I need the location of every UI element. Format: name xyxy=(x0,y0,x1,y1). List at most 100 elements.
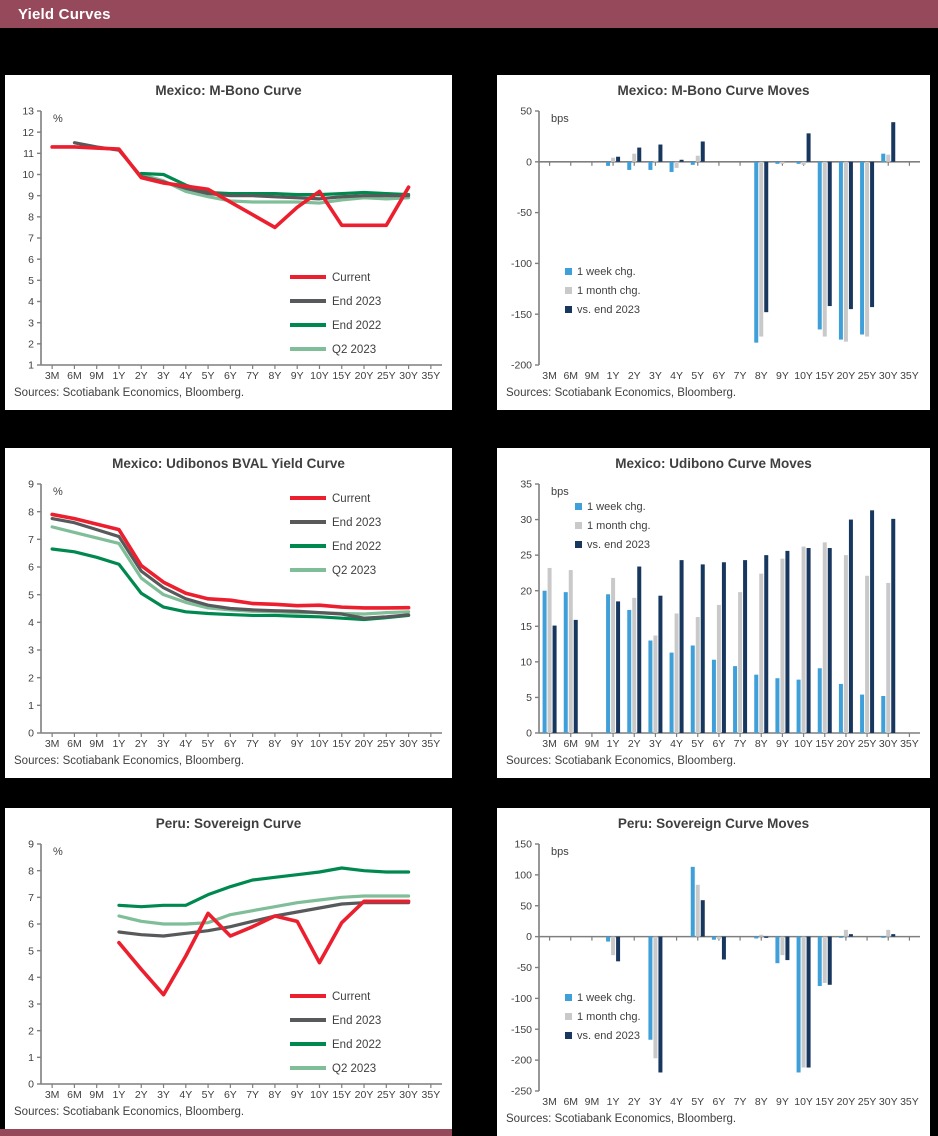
svg-text:2Y: 2Y xyxy=(135,370,148,382)
chart-plot-area: 0 1 2 3 4 5 6 7 8 9 3M 6M 9M 1Y 2Y 3Y 4Y 5Y 6Y 7Y 8Y 9Y 10Y 15Y… xyxy=(7,834,450,1104)
svg-text:9Y: 9Y xyxy=(776,1096,789,1108)
svg-text:3M: 3M xyxy=(45,370,60,382)
svg-text:bps: bps xyxy=(551,846,569,858)
svg-text:2Y: 2Y xyxy=(628,370,641,382)
svg-text:-200: -200 xyxy=(511,360,532,372)
svg-text:25Y: 25Y xyxy=(377,1089,396,1101)
svg-text:9: 9 xyxy=(28,190,34,202)
svg-text:8Y: 8Y xyxy=(755,738,768,750)
svg-text:1Y: 1Y xyxy=(607,738,620,750)
svg-text:1Y: 1Y xyxy=(113,1089,126,1101)
svg-text:25Y: 25Y xyxy=(377,370,396,382)
svg-text:15Y: 15Y xyxy=(332,1089,351,1101)
svg-text:5: 5 xyxy=(28,589,34,601)
svg-text:2Y: 2Y xyxy=(628,738,641,750)
chart-title: Mexico: M-Bono Curve xyxy=(155,83,302,98)
chart-panel-peru-curve: Peru: Sovereign Curve 0 1 2 3 4 5 6 7 8 9 3M 6M 9M 1Y… xyxy=(5,808,452,1129)
chart-panel-mbono-curve: Mexico: M-Bono Curve 1 2 3 4 5 6 7 8 9 10 11 12 13 3M… xyxy=(5,75,452,410)
svg-text:20Y: 20Y xyxy=(355,738,374,750)
svg-text:10Y: 10Y xyxy=(794,370,813,382)
svg-text:End 2022: End 2022 xyxy=(332,320,381,332)
svg-text:30Y: 30Y xyxy=(399,1089,418,1101)
svg-text:8Y: 8Y xyxy=(268,370,281,382)
chart-title: Peru: Sovereign Curve Moves xyxy=(617,816,810,831)
svg-text:End 2023: End 2023 xyxy=(332,517,381,529)
svg-text:15Y: 15Y xyxy=(332,738,351,750)
svg-text:2: 2 xyxy=(28,1025,34,1037)
svg-text:20Y: 20Y xyxy=(837,1096,856,1108)
svg-text:End 2022: End 2022 xyxy=(332,541,381,553)
chart-sources: Sources: Scotiabank Economics, Bloomberg… xyxy=(14,387,245,399)
svg-text:20Y: 20Y xyxy=(355,370,374,382)
svg-text:3Y: 3Y xyxy=(157,738,170,750)
svg-text:9Y: 9Y xyxy=(291,1089,304,1101)
chart-svg: -250 -200 -150 -100 -50 0 50 100 150 3M 6M 9M 1Y 2Y 3Y… xyxy=(511,839,920,1108)
svg-text:30Y: 30Y xyxy=(879,370,898,382)
svg-text:1Y: 1Y xyxy=(113,370,126,382)
chart-panel-udibono-moves: Mexico: Udibono Curve Moves 0 5 10 15 20 25 30… xyxy=(497,448,930,778)
svg-text:20Y: 20Y xyxy=(837,370,856,382)
svg-text:6M: 6M xyxy=(563,370,578,382)
svg-text:2: 2 xyxy=(28,672,34,684)
svg-text:1: 1 xyxy=(28,700,34,712)
chart-svg: 0 5 10 15 20 25 30 35 3M 6M 9M 1Y 2Y 3Y 4Y 5Y 6Y 7Y 8Y 9Y 10… xyxy=(520,479,920,750)
svg-text:9: 9 xyxy=(28,479,34,491)
next-section-header-strip xyxy=(0,1129,452,1136)
svg-text:3Y: 3Y xyxy=(157,1089,170,1101)
svg-text:10: 10 xyxy=(22,169,34,181)
chart-title: Mexico: M-Bono Curve Moves xyxy=(617,83,810,98)
svg-text:3: 3 xyxy=(28,645,34,657)
svg-text:4: 4 xyxy=(28,296,34,308)
svg-text:4: 4 xyxy=(28,617,34,629)
chart-plot-area: 0 5 10 15 20 25 30 35 3M 6M 9M 1Y 2Y 3Y 4Y 5Y 6Y 7Y 8Y 9Y 10… xyxy=(499,474,928,753)
svg-text:5Y: 5Y xyxy=(202,1089,215,1101)
svg-text:3Y: 3Y xyxy=(157,370,170,382)
svg-text:25Y: 25Y xyxy=(858,738,877,750)
svg-text:4Y: 4Y xyxy=(670,370,683,382)
svg-text:7: 7 xyxy=(28,892,34,904)
svg-text:-250: -250 xyxy=(511,1086,532,1098)
svg-text:End 2022: End 2022 xyxy=(332,1039,381,1051)
svg-text:1: 1 xyxy=(28,360,34,372)
svg-text:6Y: 6Y xyxy=(224,1089,237,1101)
svg-text:10: 10 xyxy=(520,656,532,668)
svg-text:25Y: 25Y xyxy=(858,1096,877,1108)
svg-text:3M: 3M xyxy=(542,738,557,750)
svg-text:7Y: 7Y xyxy=(246,1089,259,1101)
chart-panel-udibonos-curve: Mexico: Udibonos BVAL Yield Curve 0 1 2 3 4 5… xyxy=(5,448,452,778)
svg-text:9Y: 9Y xyxy=(776,370,789,382)
chart-svg: 0 1 2 3 4 5 6 7 8 9 3M 6M 9M 1Y 2Y 3Y 4Y 5Y 6Y 7Y 8Y 9Y 10Y 15Y… xyxy=(28,839,442,1101)
svg-text:1: 1 xyxy=(28,1052,34,1064)
svg-text:8Y: 8Y xyxy=(755,1096,768,1108)
svg-text:50: 50 xyxy=(520,900,532,912)
svg-text:3Y: 3Y xyxy=(649,370,662,382)
svg-text:6M: 6M xyxy=(563,1096,578,1108)
svg-text:0: 0 xyxy=(28,728,34,740)
svg-text:Q2 2023: Q2 2023 xyxy=(332,344,376,356)
svg-text:5Y: 5Y xyxy=(202,370,215,382)
chart-sources: Sources: Scotiabank Economics, Bloomberg… xyxy=(506,1113,737,1125)
svg-text:35Y: 35Y xyxy=(900,370,919,382)
svg-text:4Y: 4Y xyxy=(670,738,683,750)
chart-svg: 0 1 2 3 4 5 6 7 8 9 3M 6M 9M 1Y 2Y 3Y 4Y 5Y 6Y 7Y 8Y 9Y 10Y 15Y… xyxy=(28,479,442,750)
svg-text:bps: bps xyxy=(551,486,569,498)
svg-text:15Y: 15Y xyxy=(332,370,351,382)
svg-text:4Y: 4Y xyxy=(179,738,192,750)
chart-plot-area: 1 2 3 4 5 6 7 8 9 10 11 12 13 3M 6M 9M 1Y 2Y 3Y 4Y 5Y 6Y 7Y 8Y 9… xyxy=(7,101,450,385)
svg-text:12: 12 xyxy=(22,127,34,139)
svg-text:20Y: 20Y xyxy=(355,1089,374,1101)
chart-svg: -200 -150 -100 -50 0 50 3M 6M 9M 1Y 2Y 3Y 4Y 5Y 6Y 7Y 8Y… xyxy=(511,106,920,382)
svg-text:15Y: 15Y xyxy=(815,1096,834,1108)
svg-text:35: 35 xyxy=(520,479,532,491)
svg-text:3M: 3M xyxy=(542,1096,557,1108)
svg-text:8Y: 8Y xyxy=(755,370,768,382)
chart-panel-mbono-moves: Mexico: M-Bono Curve Moves -200 -150 -100-… xyxy=(497,75,930,410)
svg-text:9Y: 9Y xyxy=(776,738,789,750)
svg-text:End 2023: End 2023 xyxy=(332,1015,381,1027)
svg-text:3Y: 3Y xyxy=(649,1096,662,1108)
svg-text:-150: -150 xyxy=(511,1024,532,1036)
svg-text:6: 6 xyxy=(28,562,34,574)
svg-text:35Y: 35Y xyxy=(422,1089,441,1101)
svg-text:2Y: 2Y xyxy=(135,738,148,750)
